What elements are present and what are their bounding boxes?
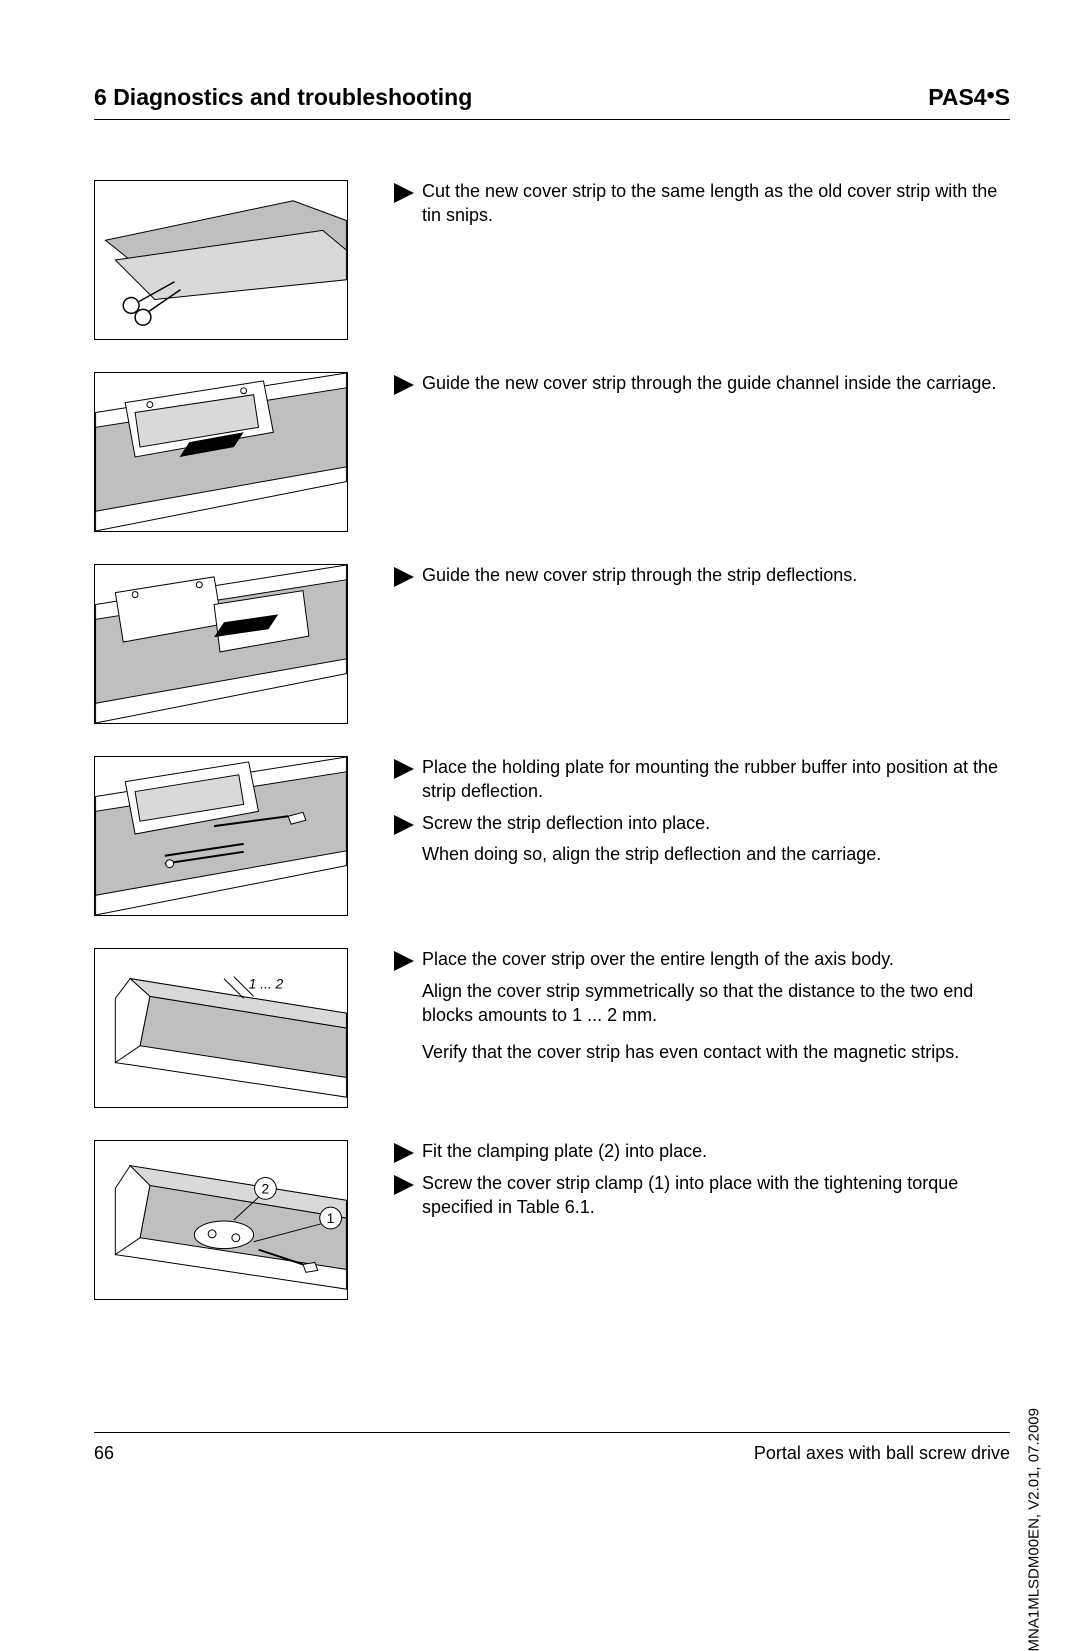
step-4-note: When doing so, align the strip deflectio… — [422, 843, 1010, 867]
figure-guide-carriage — [94, 372, 348, 532]
scissors-strip-icon — [95, 181, 347, 339]
bullet-triangle-icon — [394, 1143, 414, 1163]
bullet-triangle-icon — [394, 951, 414, 971]
bullet-triangle-icon — [394, 183, 414, 203]
figure-cover-strip-distance: 1 ... 2 — [94, 948, 348, 1108]
step-5-note-1: Align the cover strip symmetrically so t… — [422, 980, 1010, 1028]
section-number: 6 — [94, 84, 107, 110]
clamp-plate-icon: 2 1 — [95, 1141, 347, 1299]
step-1-text: Cut the new cover strip to the same leng… — [394, 180, 1010, 236]
holding-plate-icon — [95, 757, 347, 915]
dim-label: 1 ... 2 — [249, 976, 284, 992]
step-5: 1 ... 2 Place the cover strip over the e… — [94, 948, 1010, 1108]
step-5-note-2: Verify that the cover strip has even con… — [422, 1041, 1010, 1065]
footer-doc-title: Portal axes with ball screw drive — [754, 1443, 1010, 1464]
section-title: 6 Diagnostics and troubleshooting — [94, 84, 472, 111]
figure-cut-strip — [94, 180, 348, 340]
bullet-triangle-icon — [394, 759, 414, 779]
step-5-text: Place the cover strip over the entire le… — [394, 948, 1010, 1075]
step-2: Guide the new cover strip through the gu… — [94, 372, 1010, 532]
step-5-bullet-1: Place the cover strip over the entire le… — [422, 948, 894, 972]
callout-1: 1 — [327, 1210, 335, 1226]
step-4-text: Place the holding plate for mounting the… — [394, 756, 1010, 877]
step-6: 2 1 Fit the clamping plate (2) into plac… — [94, 1140, 1010, 1300]
page: 6 Diagnostics and troubleshooting PAS4•S — [0, 0, 1080, 1528]
bullet-triangle-icon — [394, 567, 414, 587]
page-footer: 66 Portal axes with ball screw drive — [94, 1432, 1010, 1464]
step-2-bullet-1: Guide the new cover strip through the gu… — [422, 372, 996, 396]
bullet-triangle-icon — [394, 375, 414, 395]
section-title-text: Diagnostics and troubleshooting — [113, 84, 472, 110]
product-code: PAS4•S — [928, 84, 1010, 111]
step-6-text: Fit the clamping plate (2) into place. S… — [394, 1140, 1010, 1227]
page-number: 66 — [94, 1443, 114, 1464]
step-3: Guide the new cover strip through the st… — [94, 564, 1010, 724]
bullet-triangle-icon — [394, 1175, 414, 1195]
step-3-bullet-1: Guide the new cover strip through the st… — [422, 564, 857, 588]
carriage-guide-icon — [95, 373, 347, 531]
bullet-triangle-icon — [394, 815, 414, 835]
deflection-guide-icon — [95, 565, 347, 723]
step-1-bullet-1: Cut the new cover strip to the same leng… — [422, 180, 1010, 228]
step-4-bullet-1: Place the holding plate for mounting the… — [422, 756, 1010, 804]
document-code: MNA1MLSDM00EN, V2.01, 07.2009 — [1025, 1408, 1042, 1651]
step-4: Place the holding plate for mounting the… — [94, 756, 1010, 916]
cover-strip-distance-icon: 1 ... 2 — [95, 949, 347, 1107]
step-2-text: Guide the new cover strip through the gu… — [394, 372, 1010, 404]
page-header: 6 Diagnostics and troubleshooting PAS4•S — [94, 84, 1010, 120]
step-3-text: Guide the new cover strip through the st… — [394, 564, 1010, 596]
figure-strip-deflections — [94, 564, 348, 724]
callout-2: 2 — [261, 1180, 269, 1196]
step-6-bullet-1: Fit the clamping plate (2) into place. — [422, 1140, 707, 1164]
step-1: Cut the new cover strip to the same leng… — [94, 180, 1010, 340]
step-6-bullet-2: Screw the cover strip clamp (1) into pla… — [422, 1172, 1010, 1220]
figure-holding-plate — [94, 756, 348, 916]
step-4-bullet-2: Screw the strip deflection into place. — [422, 812, 710, 836]
figure-clamp-plate: 2 1 — [94, 1140, 348, 1300]
